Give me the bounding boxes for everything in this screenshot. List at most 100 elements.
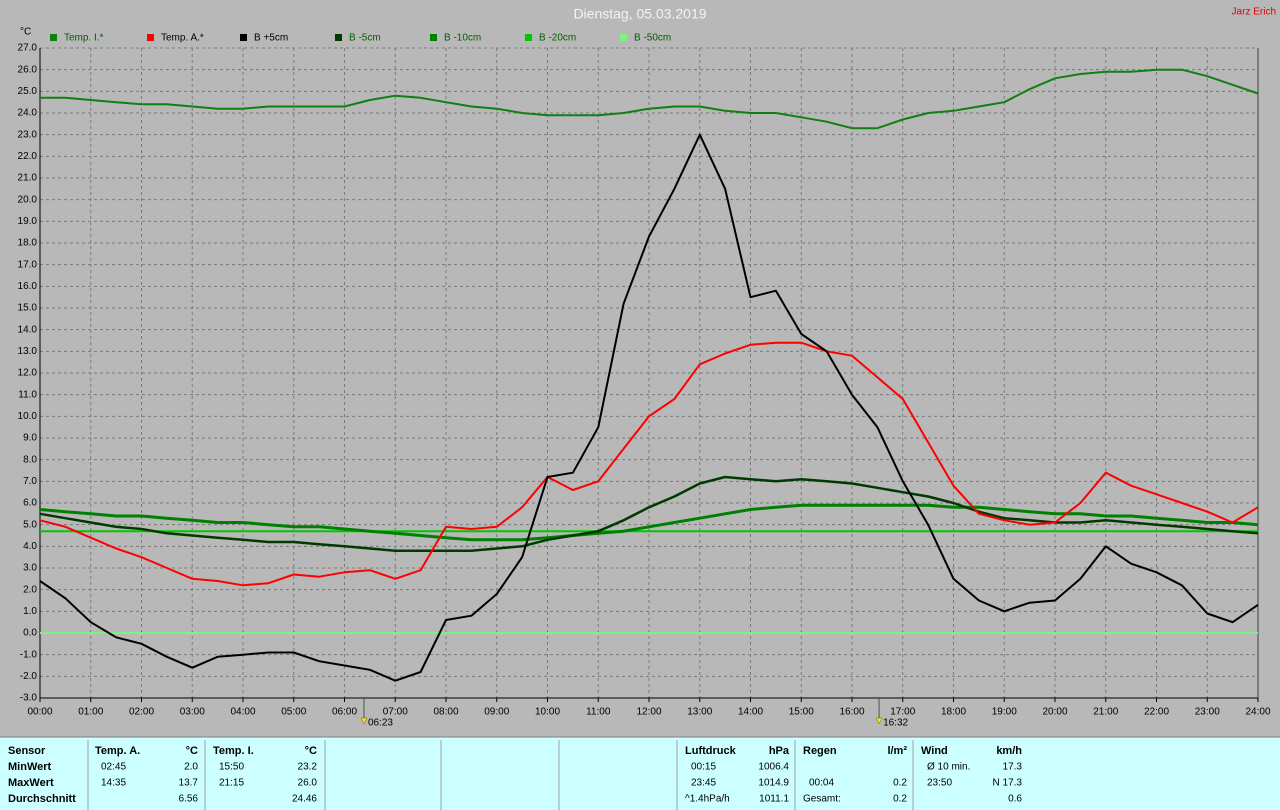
panel-column-title: Temp. I. bbox=[213, 745, 254, 757]
panel-cell-value: 0.2 bbox=[893, 794, 907, 805]
sun-icon bbox=[360, 717, 368, 725]
sun-icon bbox=[875, 717, 883, 725]
y-tick-label: -2.0 bbox=[20, 671, 38, 682]
y-tick-label: 15.0 bbox=[18, 303, 38, 314]
y-tick-label: -3.0 bbox=[20, 693, 38, 704]
y-tick-label: 22.0 bbox=[18, 151, 38, 162]
sun-marker-label: 16:32 bbox=[883, 718, 908, 729]
x-tick-label: 24:00 bbox=[1245, 707, 1270, 718]
panel-cell-value: 6.56 bbox=[179, 794, 199, 805]
y-tick-label: 8.0 bbox=[23, 454, 37, 465]
legend-swatch bbox=[525, 34, 532, 41]
y-tick-label: 19.0 bbox=[18, 216, 38, 227]
panel-cell-label: 21:15 bbox=[219, 778, 244, 789]
x-tick-label: 21:00 bbox=[1093, 707, 1118, 718]
y-tick-label: 7.0 bbox=[23, 476, 37, 487]
x-tick-label: 09:00 bbox=[484, 707, 509, 718]
background bbox=[0, 0, 1280, 736]
x-tick-label: 08:00 bbox=[433, 707, 458, 718]
x-tick-label: 02:00 bbox=[129, 707, 154, 718]
y-tick-label: 18.0 bbox=[18, 238, 38, 249]
y-tick-label: 3.0 bbox=[23, 563, 37, 574]
sun-marker-label: 06:23 bbox=[368, 718, 393, 729]
x-tick-label: 04:00 bbox=[230, 707, 255, 718]
y-unit: °C bbox=[20, 27, 31, 38]
y-tick-label: 6.0 bbox=[23, 498, 37, 509]
y-tick-label: 1.0 bbox=[23, 606, 37, 617]
panel-cell-value: 26.0 bbox=[298, 778, 318, 789]
stats-panel bbox=[0, 737, 1280, 810]
chart-title: Dienstag, 05.03.2019 bbox=[573, 6, 706, 22]
panel-cell-value: 1006.4 bbox=[758, 762, 789, 773]
y-tick-label: 21.0 bbox=[18, 173, 38, 184]
y-tick-label: 2.0 bbox=[23, 584, 37, 595]
panel-cell-label: 00:04 bbox=[809, 778, 834, 789]
panel-cell-value: 13.7 bbox=[179, 778, 199, 789]
panel-cell-value: 2.0 bbox=[184, 762, 198, 773]
panel-dividers bbox=[87, 740, 914, 810]
x-tick-label: 12:00 bbox=[636, 707, 661, 718]
legend-swatch bbox=[147, 34, 154, 41]
data-line bbox=[40, 68, 1259, 130]
panel-cell-label: 23:45 bbox=[691, 778, 716, 789]
y-tick-label: 4.0 bbox=[23, 541, 37, 552]
legend-label: B -10cm bbox=[444, 33, 481, 44]
panel-cell-value: 23.2 bbox=[298, 762, 318, 773]
panel-column-title: Luftdruck bbox=[685, 745, 737, 757]
x-tick-label: 17:00 bbox=[890, 707, 915, 718]
x-tick-label: 14:00 bbox=[738, 707, 763, 718]
panel-cell-label: 02:45 bbox=[101, 762, 126, 773]
y-tick-label: 26.0 bbox=[18, 64, 38, 75]
y-tick-label: 11.0 bbox=[18, 389, 37, 400]
x-tick-label: 00:00 bbox=[27, 707, 52, 718]
panel-cell-value: N 17.3 bbox=[993, 778, 1023, 789]
panel-cell-label: 14:35 bbox=[101, 778, 126, 789]
x-tick-label: 20:00 bbox=[1042, 707, 1067, 718]
panel-cell-value: 0.6 bbox=[1008, 794, 1022, 805]
legend-swatch bbox=[240, 34, 247, 41]
x-tick-label: 23:00 bbox=[1195, 707, 1220, 718]
y-tick-label: 27.0 bbox=[18, 43, 38, 54]
x-tick-label: 03:00 bbox=[180, 707, 205, 718]
panel-column-unit: l/m² bbox=[887, 745, 907, 757]
panel-cell-label: 23:50 bbox=[927, 778, 952, 789]
panel-cell-label: Ø 10 min. bbox=[927, 762, 970, 773]
y-tick-label: 17.0 bbox=[18, 259, 38, 270]
panel-row-label: MaxWert bbox=[8, 777, 54, 789]
y-tick-label: 5.0 bbox=[23, 519, 37, 530]
panel-cell-label: 00:15 bbox=[691, 762, 716, 773]
y-tick-label: 20.0 bbox=[18, 194, 38, 205]
panel-column-title: Wind bbox=[921, 745, 948, 757]
legend-label: Temp. I.* bbox=[64, 33, 104, 44]
data-line bbox=[39, 133, 1259, 682]
legend-swatch bbox=[335, 34, 342, 41]
panel-column-title: Regen bbox=[803, 745, 837, 757]
y-tick-label: 10.0 bbox=[18, 411, 38, 422]
panel-column-unit: hPa bbox=[769, 745, 790, 757]
panel-cell-value: 1014.9 bbox=[758, 778, 789, 789]
panel-cell-value: 1011.1 bbox=[759, 794, 789, 805]
x-tick-label: 07:00 bbox=[383, 707, 408, 718]
panel-cell-label: ^1.4hPa/h bbox=[685, 794, 730, 805]
legend-label: B +5cm bbox=[254, 33, 288, 44]
panel-cell-value: 17.3 bbox=[1003, 762, 1023, 773]
x-tick-label: 22:00 bbox=[1144, 707, 1169, 718]
panel-column-unit: km/h bbox=[996, 745, 1022, 757]
y-tick-label: -1.0 bbox=[20, 649, 38, 660]
legend-label: Temp. A.* bbox=[161, 33, 204, 44]
x-tick-label: 19:00 bbox=[992, 707, 1017, 718]
panel-column-unit: °C bbox=[305, 745, 317, 757]
legend-swatch bbox=[50, 34, 57, 41]
x-tick-label: 16:00 bbox=[839, 707, 864, 718]
y-tick-label: 23.0 bbox=[18, 129, 38, 140]
panel-cell-value: 24.46 bbox=[292, 794, 317, 805]
panel-column-unit: °C bbox=[186, 745, 198, 757]
x-tick-label: 01:00 bbox=[78, 707, 103, 718]
y-tick-label: 25.0 bbox=[18, 86, 38, 97]
y-tick-label: 9.0 bbox=[23, 433, 37, 444]
y-tick-label: 0.0 bbox=[23, 628, 37, 639]
x-tick-label: 15:00 bbox=[789, 707, 814, 718]
x-tick-label: 13:00 bbox=[687, 707, 712, 718]
